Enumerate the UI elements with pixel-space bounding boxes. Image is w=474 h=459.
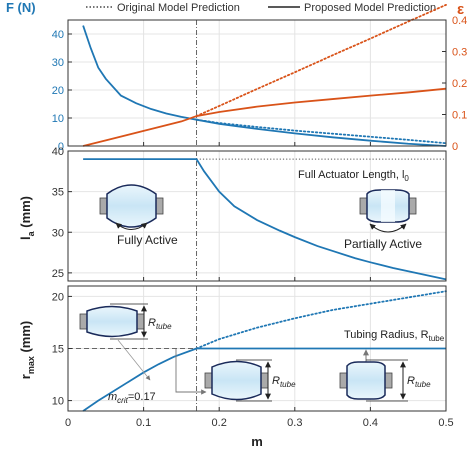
mcrit-annotation: mcrit=0.17 (108, 391, 156, 405)
y-right-tick-label: 0.1 (452, 110, 467, 122)
force-x-ticks (67, 142, 447, 146)
radius-axis-main: r (18, 374, 33, 379)
partially-active-tube-icon (359, 189, 417, 233)
y-tick-label: 25 (52, 268, 64, 280)
radius-axis-sub: max (26, 356, 36, 374)
series-line-l-a (83, 158, 447, 281)
x-axis-label: m (251, 434, 263, 449)
length-axis-unit: (mm) (18, 196, 33, 231)
r-tube-label-1-sub: tube (156, 322, 172, 331)
y-tick-label: 0 (58, 141, 64, 153)
radius-series (68, 286, 447, 412)
strain-right-ticks: 0 0.1 0.2 0.3 0.4 (442, 15, 467, 153)
mcrit-value: =0.17 (128, 391, 156, 403)
length-series (83, 151, 447, 281)
y-tick-label: 35 (52, 187, 64, 199)
y-tick-label: 30 (52, 227, 64, 239)
x-tick-label: 0.4 (363, 417, 378, 429)
tubing-radius-sub: tube (429, 334, 445, 343)
mcrit-sub: crit (117, 396, 128, 405)
y-tick-label: 40 (52, 29, 64, 41)
y-tick-label: 10 (52, 113, 64, 125)
tubing-radius-annotation: Tubing Radius, Rtube (344, 329, 445, 343)
length-axis-label: la (mm) (18, 196, 36, 240)
radius-y-ticks: 10 15 20 (52, 291, 72, 408)
series-line-r-max (82, 347, 197, 412)
series-line-f-proposed (196, 118, 447, 147)
y-tick-label: 40 (52, 146, 64, 158)
r-tube-label-3-sub: tube (415, 380, 431, 389)
x-tick-label: 0.1 (136, 417, 151, 429)
fully-active-tube-icon (99, 184, 164, 230)
y-tick-label: 20 (52, 85, 64, 97)
mcrit-m: m (108, 391, 117, 403)
r-tube-label-1-main: R (148, 317, 156, 329)
legend-original-label: Original Model Prediction (117, 2, 240, 14)
length-y-ticks: 25 30 35 40 (52, 146, 72, 280)
full-length-sub: 0 (404, 174, 409, 183)
y-right-tick-label: 0.3 (452, 47, 467, 59)
full-length-annotation: Full Actuator Length, l0 (298, 169, 409, 183)
force-left-ticks: 0 10 20 30 40 (52, 29, 72, 153)
length-x-ticks (67, 277, 447, 281)
r-tube-icon-top-left: Rtube (79, 303, 172, 381)
y-right-tick-label: 0.4 (452, 15, 467, 27)
series-line-f (82, 25, 197, 121)
y-right-tick-label: 0 (452, 141, 458, 153)
r-tube-label-3-main: R (407, 375, 415, 387)
legend: Original Model Prediction Proposed Model… (86, 2, 436, 14)
x-tick-label: 0.3 (287, 417, 302, 429)
series-line-f-original (195, 118, 447, 145)
series-line--original (195, 3, 447, 117)
y-tick-label: 10 (52, 396, 64, 408)
tubing-radius-text: Tubing Radius, R (344, 329, 429, 341)
length-plot-frame (67, 150, 447, 282)
radius-x-ticks: 0 0.1 0.2 0.3 0.4 0.5 (65, 407, 454, 429)
y-tick-label: 20 (52, 291, 64, 303)
r-tube-icon-middle: Rtube (175, 349, 296, 402)
y-right-tick-label: 0.2 (452, 78, 467, 90)
y-tick-label: 15 (52, 344, 64, 356)
x-tick-label: 0 (65, 417, 71, 429)
r-tube-icon-right: Rtube (339, 359, 431, 402)
r-tube-label-2: Rtube (272, 375, 296, 389)
partially-active-label: Partially Active (344, 237, 422, 251)
legend-proposed-label: Proposed Model Prediction (304, 2, 436, 14)
radius-axis-unit: (mm) (18, 321, 33, 356)
r-tube-label-1: Rtube (148, 317, 172, 331)
length-axis-sub: a (26, 230, 36, 236)
force-series (82, 3, 447, 147)
force-strain-panel: 0 10 20 30 40 0 0.1 0.2 0.3 0.4 F (N) ε (6, 0, 467, 153)
strain-axis-label: ε (457, 1, 464, 18)
fully-active-label: Fully Active (117, 233, 178, 247)
force-axis-label: F (N) (6, 0, 36, 15)
active-length-panel: 25 30 35 40 la (mm) Full Actuator Length, l… (18, 146, 447, 282)
length-axis-main: l (18, 236, 33, 240)
radius-axis-label: rmax (mm) (18, 321, 36, 379)
y-tick-label: 30 (52, 57, 64, 69)
r-tube-label-3: Rtube (407, 375, 431, 389)
series-line-r-max-original (195, 290, 447, 350)
max-radius-panel: 10 15 20 0 0.1 0.2 0.3 0.4 0.5 rmax (mm) m Tubi… (18, 285, 454, 449)
full-length-text: Full Actuator Length, l (298, 169, 404, 181)
r-tube-label-2-main: R (272, 375, 280, 387)
x-tick-label: 0.5 (438, 417, 453, 429)
series-line--proposed (82, 87, 447, 147)
r-tube-label-2-sub: tube (280, 380, 296, 389)
x-tick-label: 0.2 (212, 417, 227, 429)
